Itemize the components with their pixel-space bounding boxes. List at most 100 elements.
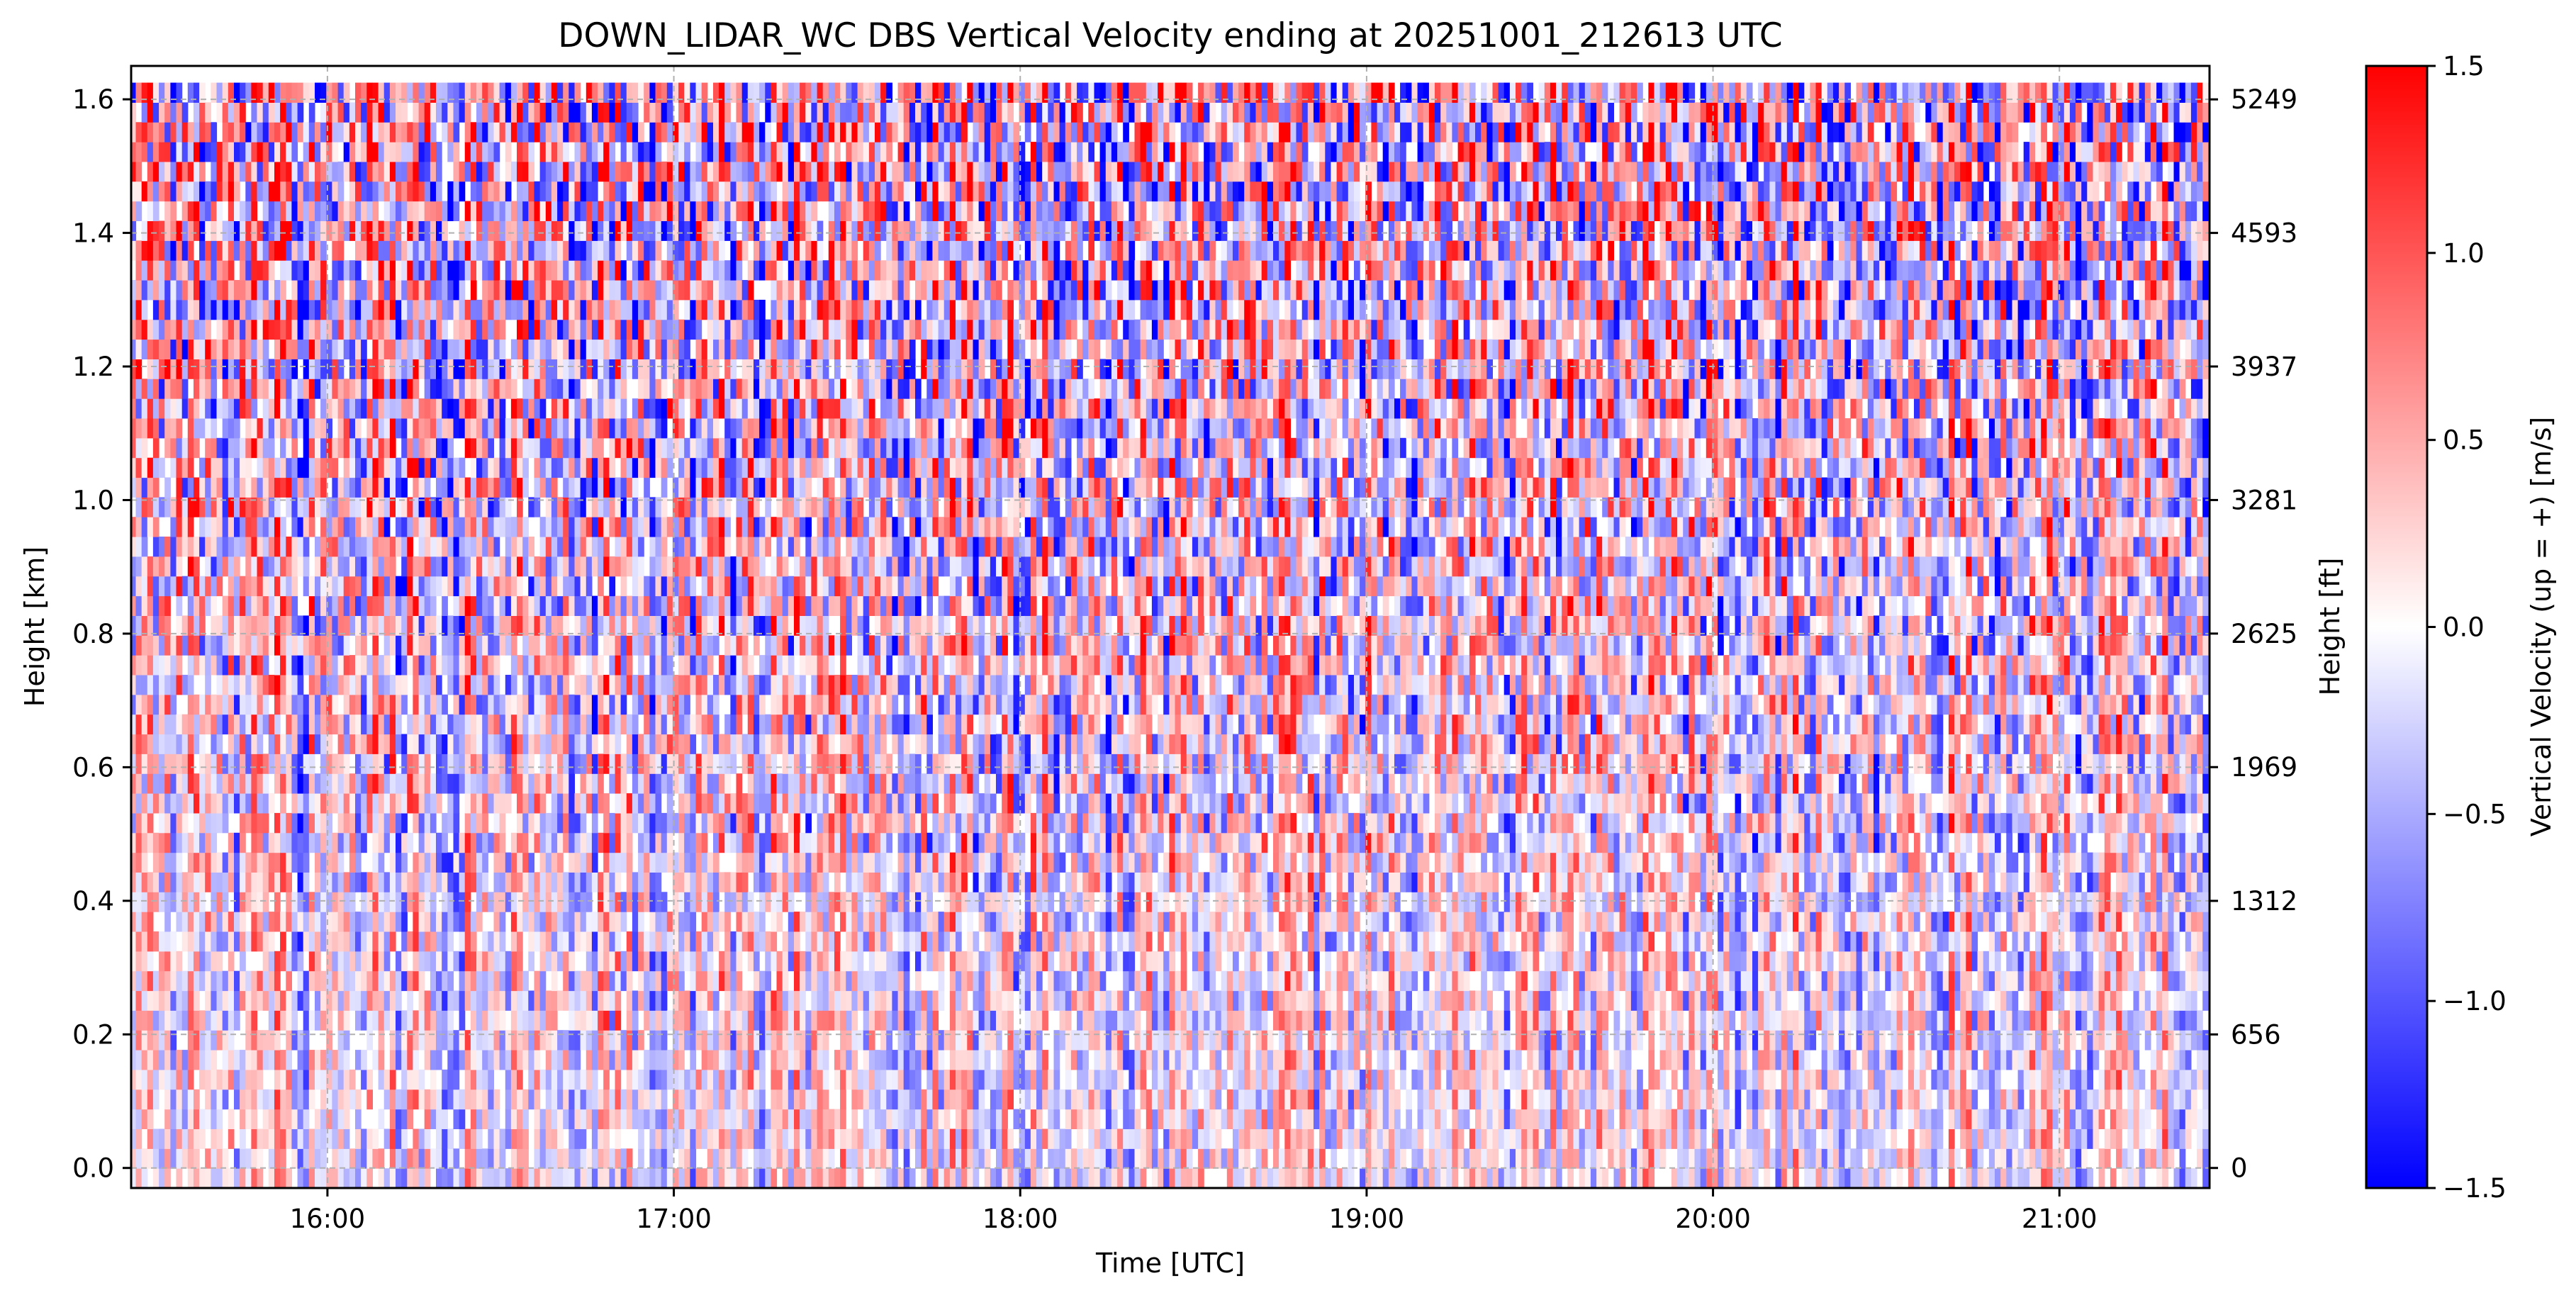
velocity-cell [586, 912, 593, 931]
velocity-cell [615, 655, 622, 675]
velocity-cell [586, 162, 593, 181]
velocity-cell [361, 102, 367, 122]
velocity-cell [245, 892, 252, 912]
velocity-cell [649, 853, 656, 873]
velocity-cell [592, 537, 598, 556]
velocity-cell [361, 931, 367, 951]
velocity-cell [465, 655, 471, 675]
velocity-cell [177, 340, 183, 359]
velocity-cell [245, 931, 252, 951]
velocity-cell [575, 300, 581, 320]
velocity-cell [263, 418, 269, 438]
velocity-cell [223, 793, 229, 813]
velocity-cell [303, 991, 310, 1011]
velocity-cell [482, 991, 488, 1011]
velocity-cell [291, 753, 298, 773]
velocity-cell [396, 773, 402, 793]
velocity-cell [569, 853, 575, 873]
velocity-cell [361, 1070, 367, 1089]
velocity-cell [269, 1148, 275, 1168]
velocity-cell [309, 240, 315, 260]
velocity-cell [366, 734, 373, 754]
velocity-cell [217, 1129, 223, 1149]
velocity-cell [656, 951, 662, 971]
velocity-cell [164, 398, 171, 418]
velocity-cell [159, 1070, 165, 1089]
velocity-cell [413, 260, 419, 280]
velocity-cell [488, 793, 494, 813]
velocity-cell [621, 1089, 627, 1109]
velocity-cell [177, 537, 183, 556]
velocity-cell [656, 260, 662, 280]
velocity-cell [355, 181, 362, 201]
velocity-cell [684, 833, 690, 853]
velocity-cell [303, 1010, 310, 1030]
velocity-cell [684, 813, 690, 833]
velocity-cell [315, 793, 321, 813]
velocity-cell [251, 181, 257, 201]
velocity-cell [309, 398, 315, 418]
velocity-cell [274, 1030, 281, 1050]
velocity-cell [355, 1148, 362, 1168]
velocity-cell [656, 635, 662, 655]
velocity-cell [511, 971, 517, 991]
velocity-cell [338, 359, 345, 379]
velocity-cell [684, 340, 690, 359]
velocity-cell [678, 1168, 685, 1188]
velocity-cell [211, 1129, 217, 1149]
velocity-cell [136, 991, 142, 1011]
velocity-cell [540, 201, 547, 221]
velocity-cell [551, 280, 558, 300]
velocity-cell [557, 833, 564, 853]
velocity-cell [465, 1129, 471, 1149]
velocity-cell [494, 162, 500, 181]
velocity-cell [494, 1030, 500, 1050]
velocity-cell [153, 359, 159, 379]
velocity-cell [430, 359, 437, 379]
velocity-cell [338, 320, 345, 340]
velocity-cell [557, 181, 564, 201]
velocity-cell [205, 300, 211, 320]
velocity-cell [454, 478, 460, 498]
velocity-cell [488, 655, 494, 675]
velocity-cell [476, 596, 483, 616]
velocity-cell [211, 853, 217, 873]
velocity-cell [361, 715, 367, 734]
velocity-cell [164, 181, 171, 201]
velocity-cell [488, 971, 494, 991]
velocity-cell [142, 398, 148, 418]
velocity-cell [436, 201, 442, 221]
velocity-cell [528, 675, 534, 695]
velocity-cell [211, 1089, 217, 1109]
velocity-cell [291, 221, 298, 241]
velocity-cell [379, 300, 385, 320]
velocity-cell [534, 931, 541, 951]
velocity-cell [274, 892, 281, 912]
velocity-cell [459, 181, 466, 201]
velocity-cell [638, 280, 644, 300]
velocity-cell [592, 280, 598, 300]
velocity-cell [678, 260, 685, 280]
velocity-cell [211, 556, 217, 576]
velocity-cell [471, 340, 477, 359]
velocity-cell [615, 1050, 622, 1070]
velocity-cell [627, 340, 633, 359]
velocity-cell [419, 853, 425, 873]
velocity-cell [170, 695, 177, 715]
velocity-cell [355, 398, 362, 418]
velocity-cell [245, 240, 252, 260]
velocity-cell [177, 1168, 183, 1188]
velocity-cell [684, 537, 690, 556]
velocity-cell [656, 320, 662, 340]
velocity-cell [690, 1089, 696, 1109]
velocity-cell [684, 734, 690, 754]
velocity-cell [563, 675, 569, 695]
velocity-cell [419, 1010, 425, 1030]
velocity-cell [407, 379, 413, 398]
velocity-cell [269, 221, 275, 241]
velocity-cell [379, 556, 385, 576]
velocity-cell [205, 359, 211, 379]
velocity-cell [303, 379, 310, 398]
velocity-cell [188, 596, 194, 616]
velocity-cell [384, 1168, 391, 1188]
